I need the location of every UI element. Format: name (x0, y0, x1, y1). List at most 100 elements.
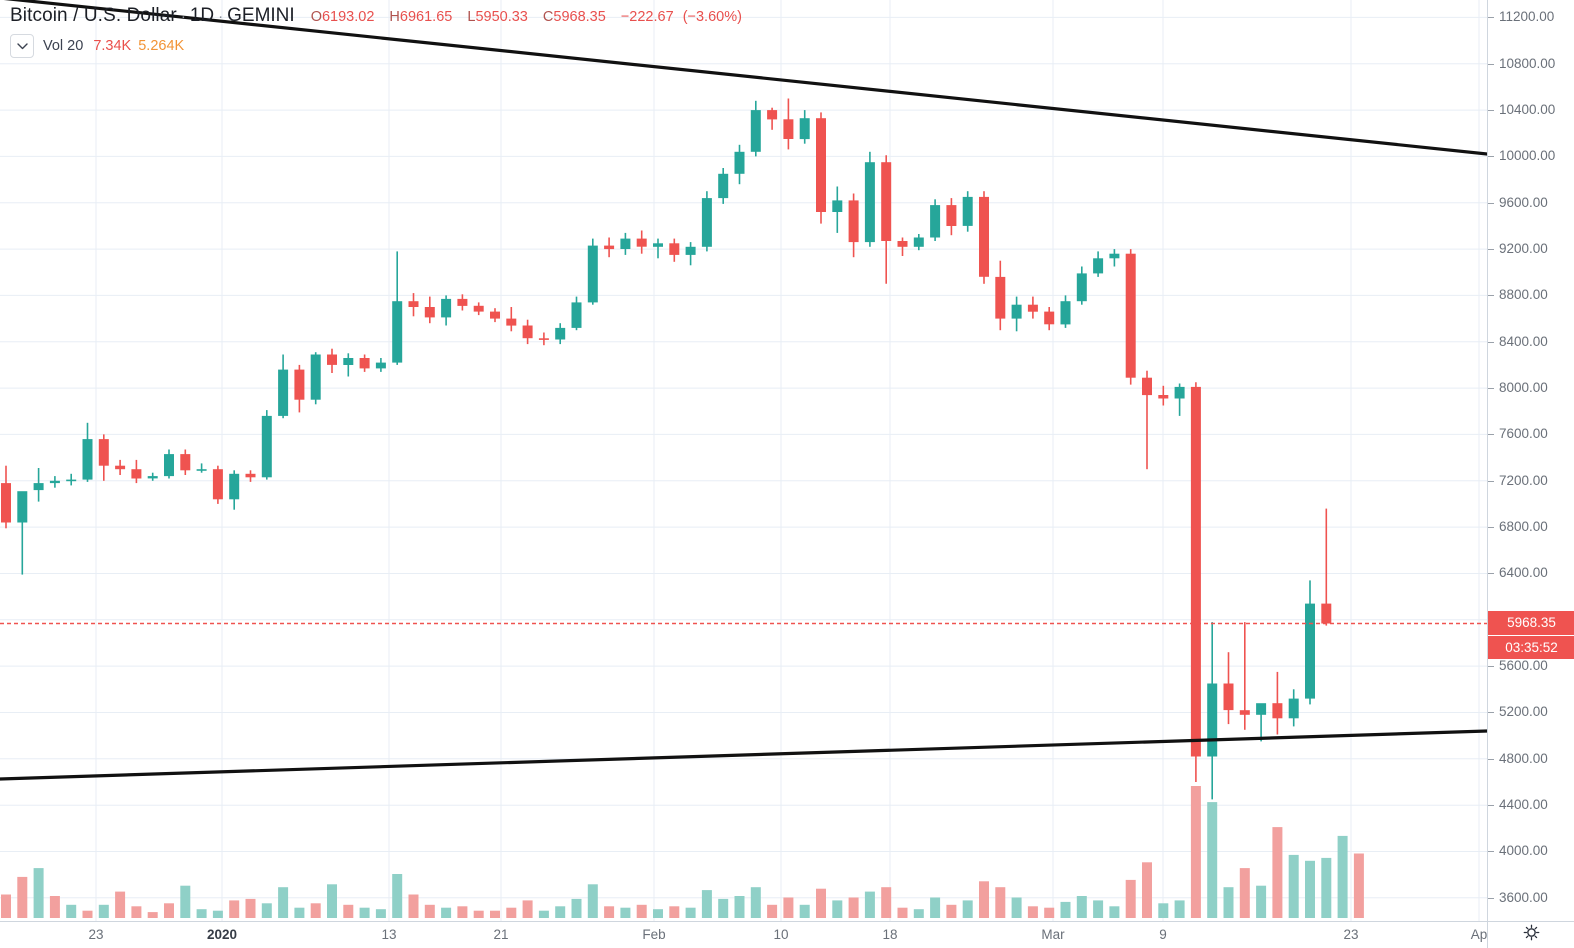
descending-resistance[interactable] (0, 0, 1487, 156)
price-tick-dash (1488, 712, 1494, 714)
ohlc-change: −222.67 (620, 9, 674, 25)
volume-bar (685, 907, 696, 918)
volume-bar (457, 906, 468, 918)
candle-body (1305, 603, 1315, 699)
candle-body (82, 439, 93, 480)
current-price-tag[interactable]: 5968.35 (1488, 611, 1574, 636)
candle-body (180, 454, 191, 471)
candle-body (115, 465, 126, 470)
volume-bar (1, 894, 11, 918)
volume-bar (1093, 900, 1104, 918)
price-tick-label: 10000.00 (1499, 148, 1556, 164)
candle-body (979, 196, 989, 277)
volume-bar (832, 900, 843, 918)
volume-bar (522, 900, 533, 918)
price-tick: 10800.00 (1488, 56, 1555, 72)
candle-body (408, 301, 419, 307)
price-tick-dash (1488, 805, 1494, 807)
candle-body (1027, 304, 1038, 312)
volume-bar (799, 904, 810, 918)
volume-bar (1060, 901, 1071, 918)
candle-body (310, 354, 321, 400)
volume-bar (881, 887, 892, 918)
volume-bar (946, 904, 957, 918)
ascending-support[interactable] (0, 729, 1487, 781)
candle-body (164, 454, 174, 477)
price-tick-dash (1488, 295, 1494, 297)
time-tick-label: 18 (882, 927, 898, 942)
price-tick-label: 3600.00 (1499, 889, 1548, 905)
volume-bar (995, 887, 1006, 918)
volume-bar (131, 906, 142, 918)
volume-bar (1272, 827, 1283, 918)
candle-body (832, 200, 843, 212)
candle-body (1256, 703, 1267, 715)
price-tick-dash (1488, 434, 1494, 436)
price-tick: 3600.00 (1488, 890, 1548, 906)
volume-bar (1125, 879, 1136, 918)
price-tick: 10400.00 (1488, 102, 1555, 118)
volume-bar (392, 874, 403, 918)
ohlc-values: O6193.02 H6961.65 L5950.33 C5968.35 −222… (311, 10, 742, 25)
volume-bar (1256, 885, 1267, 918)
price-tick-dash (1488, 897, 1494, 899)
price-tick: 9600.00 (1488, 195, 1548, 211)
volume-bar (750, 887, 761, 918)
volume-bar (848, 897, 859, 918)
chart-settings-button[interactable] (1487, 921, 1574, 948)
volume-bar (98, 904, 109, 918)
price-tick-dash (1488, 758, 1494, 760)
price-scale[interactable]: 11200.00 10800.00 10400.00 10000.00 9600.00 9… (1487, 0, 1574, 921)
price-tick: 8000.00 (1488, 380, 1548, 396)
price-tick-label: 5600.00 (1499, 658, 1548, 674)
candle-body (864, 162, 875, 243)
candle-body (1109, 253, 1120, 259)
volume-bar (930, 897, 941, 918)
price-tick-label: 11200.00 (1499, 9, 1555, 25)
candle-body (49, 480, 60, 484)
exchange-label[interactable]: GEMINI (227, 5, 295, 26)
price-tick-dash (1488, 480, 1494, 482)
volume-bar (375, 909, 386, 918)
price-tick: 11200.00 (1488, 9, 1554, 25)
volume-bar (653, 909, 663, 918)
price-tick-dash (1488, 527, 1494, 529)
volume-bar (701, 890, 712, 918)
candle-body (490, 311, 500, 319)
volume-bar (1207, 802, 1218, 918)
candle-body (1190, 386, 1201, 757)
price-tick-label: 10800.00 (1499, 55, 1556, 71)
chart-pane[interactable] (0, 0, 1487, 921)
candlestick-chart[interactable] (0, 0, 1487, 921)
chevron-down-icon[interactable] (10, 34, 34, 58)
time-scale[interactable]: 23 2020 13 21 Feb 10 18 Mar 9 23 Ap (0, 921, 1487, 948)
time-tick-label: Mar (1041, 927, 1065, 942)
candle-body (441, 298, 452, 318)
candle-body (669, 243, 680, 255)
price-tick: 6400.00 (1488, 565, 1548, 581)
volume-bar (164, 903, 174, 918)
candle-body (897, 241, 908, 247)
price-tick-label: 9600.00 (1499, 194, 1548, 210)
trendlines (0, 0, 1487, 781)
price-tick-label: 9200.00 (1499, 241, 1548, 257)
symbol-title[interactable]: Bitcoin / U.S. Dollar (10, 5, 177, 26)
legend-separator-2: · (218, 8, 224, 25)
volume-bar (1076, 896, 1087, 918)
chart-legend: Bitcoin / U.S. Dollar · 1D · GEMINI O619… (10, 6, 742, 58)
volume-bar (229, 900, 240, 918)
interval-label[interactable]: 1D (189, 5, 215, 26)
price-tick: 9200.00 (1488, 241, 1548, 257)
volume-bar (783, 897, 794, 918)
volume-bar (294, 907, 305, 918)
candle-body (506, 318, 517, 326)
volume-bar (82, 910, 93, 918)
volume-bar (1158, 903, 1169, 918)
volume-value-secondary: 5.264K (138, 38, 185, 54)
volume-indicator-label[interactable]: Vol 20 (43, 38, 84, 54)
candle-body (196, 469, 207, 471)
candle-body (375, 362, 386, 369)
candle-body (1125, 253, 1136, 378)
volume-bar (327, 884, 337, 918)
